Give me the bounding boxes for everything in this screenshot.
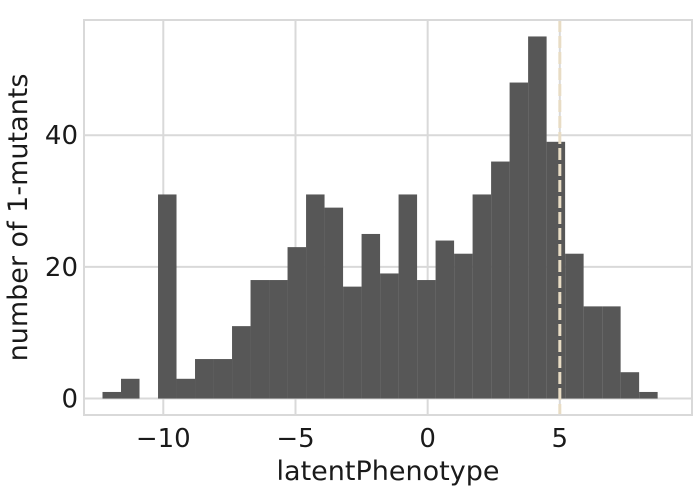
- histogram-bar: [158, 194, 177, 399]
- histogram-bar: [583, 306, 603, 399]
- histogram-bar: [102, 391, 122, 399]
- histogram-bar: [565, 253, 584, 399]
- x-tick-label: −5: [276, 424, 314, 454]
- histogram-bar: [639, 391, 658, 399]
- histogram-bar: [398, 194, 418, 399]
- histogram-bar: [306, 194, 325, 399]
- histogram-bar: [361, 233, 381, 399]
- histogram-bars: [102, 36, 658, 399]
- histogram-bar: [454, 253, 473, 399]
- histogram-bar: [435, 240, 455, 399]
- histogram-bar: [620, 372, 640, 399]
- histogram-bar: [491, 161, 510, 399]
- histogram-bar: [250, 280, 270, 399]
- histogram-bar: [417, 280, 436, 399]
- plot-frame: [83, 19, 693, 416]
- histogram-bar: [546, 141, 566, 399]
- x-tick-label: −10: [136, 424, 191, 454]
- histogram-bar: [380, 273, 399, 399]
- histogram-bar: [269, 280, 288, 399]
- x-axis-label: latentPhenotype: [277, 456, 500, 487]
- histogram-bar: [121, 378, 140, 399]
- histogram-bar: [528, 36, 547, 399]
- histogram-bar: [343, 286, 362, 399]
- histogram-bar: [602, 306, 621, 399]
- x-tick-label: 0: [419, 424, 436, 454]
- histogram-bar: [195, 359, 214, 399]
- histogram-bar: [472, 194, 492, 399]
- y-tick-labels: 0 20 40: [45, 121, 78, 414]
- x-tick-labels: −10 −5 0 5: [136, 424, 568, 454]
- histogram-bar: [324, 207, 344, 399]
- histogram-bar: [287, 247, 307, 399]
- y-axis-label: number of 1-mutants: [3, 74, 34, 362]
- histogram-bar: [509, 82, 529, 399]
- histogram-bar: [213, 359, 233, 399]
- histogram-bar: [176, 378, 196, 399]
- x-tick-label: 5: [552, 424, 569, 454]
- y-tick-label: 40: [45, 121, 78, 151]
- histogram-bar: [232, 326, 251, 399]
- y-tick-label: 0: [61, 385, 78, 415]
- y-tick-label: 20: [45, 253, 78, 283]
